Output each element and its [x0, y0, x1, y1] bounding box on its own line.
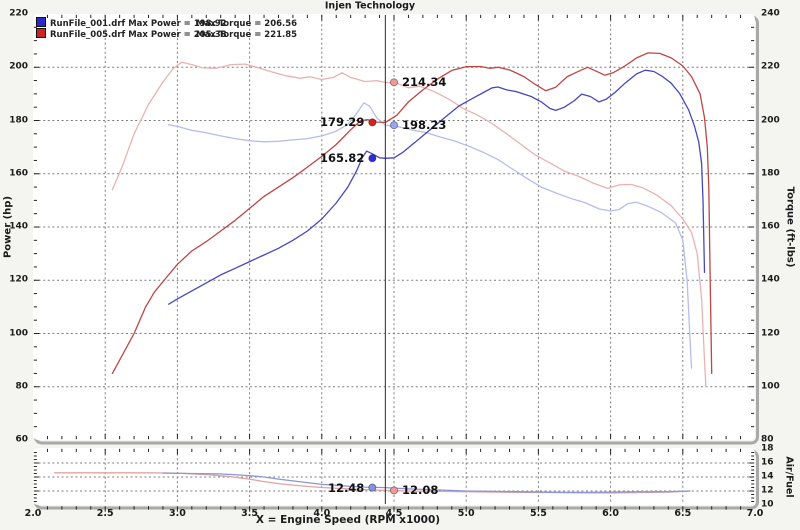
- power-tick-label: 140: [9, 221, 28, 232]
- cursor-marker-dot-power_005: [368, 118, 377, 127]
- power-tick-label: 60: [15, 434, 28, 445]
- x-tick-label: 3.0: [168, 507, 186, 519]
- legend-swatch-icon: [36, 28, 46, 38]
- main-plot-area[interactable]: [33, 14, 755, 440]
- legend-run-torque-text: Max Torque = 206.56: [196, 19, 298, 29]
- torque-tick-label: 160: [761, 221, 780, 232]
- x-tick-label: 7.0: [746, 507, 764, 519]
- x-tick-label: 5.0: [457, 507, 475, 519]
- cursor-value-label-power_005: 179.29: [319, 115, 365, 130]
- torque-tick-label: 240: [761, 8, 780, 19]
- cursor-value-label-af_001: 12.48: [327, 480, 365, 495]
- x-tick-label: 6.0: [602, 507, 620, 519]
- torque-tick-label: 200: [761, 115, 780, 125]
- airfuel-tick-label: 12: [761, 485, 774, 496]
- legend: RunFile_001.drf Max Power = 198.92Max To…: [36, 17, 298, 40]
- torque-axis-title: Torque (ft-lbs): [784, 186, 796, 268]
- cursor-value-label-torque_001: 198.23: [402, 118, 447, 133]
- power-tick-label: 160: [9, 168, 28, 179]
- power-tick-label: 80: [15, 381, 28, 392]
- airfuel-tick-label: 14: [761, 471, 774, 482]
- airfuel-tick-label: 18: [761, 443, 774, 454]
- power-tick-label: 100: [9, 328, 28, 338]
- power-tick-label: 200: [9, 61, 28, 72]
- x-tick-label: 3.5: [241, 507, 259, 519]
- power-tick-label: 220: [9, 8, 28, 19]
- cursor-marker-dot-af_005: [389, 486, 398, 495]
- power-tick-label: 180: [9, 115, 28, 125]
- torque-tick-label: 220: [761, 61, 780, 72]
- torque-tick-label: 180: [761, 168, 780, 179]
- airfuel-tick-label: 16: [761, 457, 774, 468]
- cursor-value-label-af_005: 12.08: [402, 483, 439, 498]
- x-tick-label: 2.5: [96, 507, 114, 519]
- torque-tick-label: 80: [761, 434, 774, 445]
- legend-run-torque-text: Max Torque = 221.85: [196, 30, 298, 40]
- airfuel-tick-label: 10: [761, 499, 774, 510]
- x-tick-label: 6.5: [674, 507, 692, 519]
- curve-torque_005: [111, 61, 707, 388]
- curve-power_001: [168, 69, 706, 305]
- x-tick-label: 4.5: [385, 507, 403, 519]
- cursor-marker-dot-torque_005: [389, 78, 398, 87]
- chart-title: Injen Technology: [324, 0, 416, 12]
- legend-run-power-text: RunFile_001.drf Max Power = 198.92: [50, 19, 227, 29]
- power-tick-label: 120: [9, 274, 28, 285]
- cursor-marker-dot-torque_001: [389, 121, 398, 130]
- torque-tick-label: 140: [761, 274, 780, 285]
- cursor-value-label-torque_005: 214.34: [402, 75, 447, 90]
- cursor-marker-dot-power_001: [368, 154, 377, 163]
- curve-power_005: [111, 52, 713, 375]
- airfuel-axis-title: Air/Fuel: [783, 456, 795, 498]
- torque-tick-label: 100: [761, 381, 780, 392]
- x-tick-label: 4.0: [313, 507, 331, 519]
- x-tick-label: 2.0: [24, 507, 42, 519]
- legend-swatch-icon: [36, 17, 46, 27]
- cursor-marker-dot-af_001: [368, 483, 377, 492]
- legend-run-power-text: RunFile_005.drf Max Power = 205.38: [50, 30, 227, 40]
- x-axis-title: X = Engine Speed (RPM x1000): [255, 514, 441, 526]
- airfuel-plot-area[interactable]: [33, 448, 755, 505]
- torque-tick-label: 120: [761, 328, 780, 338]
- legend-run-row-RunFile_005.drf[interactable]: RunFile_005.drf Max Power = 205.38Max To…: [36, 28, 298, 40]
- curve-torque_001: [168, 102, 693, 369]
- legend-run-row-RunFile_001.drf[interactable]: RunFile_001.drf Max Power = 198.92Max To…: [36, 17, 298, 29]
- cursor-value-label-power_001: 165.82: [319, 151, 365, 166]
- x-tick-label: 5.5: [529, 507, 547, 519]
